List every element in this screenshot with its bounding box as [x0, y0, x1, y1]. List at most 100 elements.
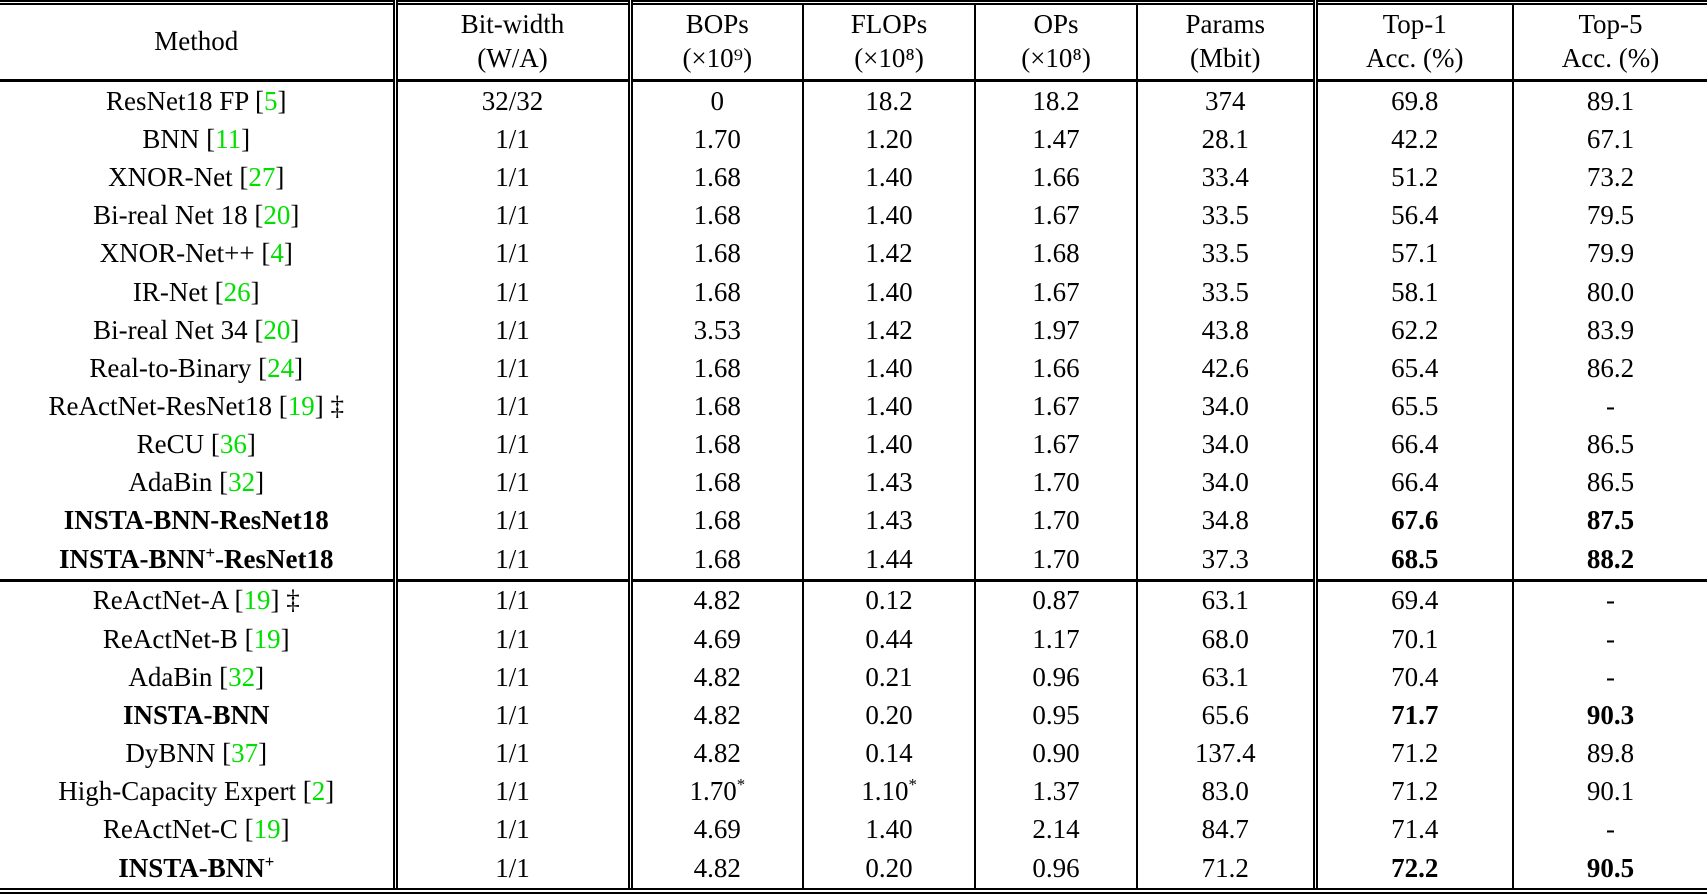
col-header-bitwidth: Bit-width (W/A) [395, 2, 633, 81]
method-cell: ReActNet-A [19] ‡ [0, 580, 398, 621]
method-name: AdaBin [128, 661, 213, 692]
citation-link[interactable]: 27 [248, 162, 276, 193]
ops-cell: 2.14 [975, 810, 1138, 849]
table-row: XNOR-Net [27] 1/1 1.68 1.40 1.66 33.4 51.2 73.2 [0, 158, 1707, 197]
header-line: Bit-width [460, 9, 565, 40]
method-name: Real-to-Binary [89, 352, 252, 383]
top1-cell: 65.5 [1315, 387, 1514, 426]
method-name: INSTA-BNN [122, 699, 270, 730]
top5-cell: - [1606, 391, 1615, 422]
method-cell: ResNet18 FP [5] [0, 80, 398, 121]
method-name: AdaBin [128, 467, 213, 498]
table-row: AdaBin [32] 1/1 4.82 0.21 0.96 63.1 70.4 - [0, 658, 1707, 697]
method-superscript: + [264, 851, 275, 871]
method-cell: Bi-real Net 18 [20] [0, 196, 398, 235]
method-name: ReActNet-C [102, 814, 238, 845]
citation-link[interactable]: 20 [263, 314, 291, 345]
params-cell: 137.4 [1137, 734, 1318, 773]
citation-link[interactable]: 19 [253, 623, 281, 654]
table-row: Bi-real Net 18 [20] 1/1 1.68 1.40 1.67 33.5 56… [0, 196, 1707, 235]
citation-link[interactable]: 37 [231, 738, 259, 769]
ops-cell: 1.66 [975, 349, 1138, 388]
method-name: INSTA-BNN [118, 852, 265, 883]
method-cell: INSTA-BNN [0, 696, 398, 735]
col-header-ops: OPs (×10⁸) [975, 2, 1138, 81]
table-row: DyBNN [37] 1/1 4.82 0.14 0.90 137.4 71.2 89.8 [0, 734, 1707, 773]
citation-link[interactable]: 32 [228, 661, 256, 692]
top5-cell: 87.5 [1586, 505, 1635, 536]
ops-cell: 1.70 [975, 540, 1138, 581]
method-cell: IR-Net [26] [0, 273, 398, 312]
citation-link[interactable]: 19 [287, 391, 315, 422]
citation-link[interactable]: 36 [219, 429, 247, 460]
top1-cell: 70.1 [1315, 620, 1514, 659]
top1-cell: 67.6 [1315, 501, 1514, 541]
method-cell: BNN [11] [0, 120, 398, 159]
ops-cell: 1.67 [975, 425, 1138, 464]
top5-cell: 90.5 [1586, 852, 1635, 883]
flops-cell: 18.2 [803, 80, 976, 121]
top5-cell: 80.0 [1586, 276, 1635, 307]
method-name: ReActNet-B [102, 623, 238, 654]
table-row: BNN [11] 1/1 1.70 1.20 1.47 28.1 42.2 67.1 [0, 120, 1707, 159]
method-name: Bi-real Net 34 [93, 314, 248, 345]
table-row: Bi-real Net 34 [20] 1/1 3.53 1.42 1.97 43.8 62… [0, 311, 1707, 350]
method-name: INSTA-BNN-ResNet18 [63, 505, 329, 536]
method-name: IR-Net [132, 276, 208, 307]
bops-cell: 4.82 [630, 696, 804, 735]
top5-cell: 86.5 [1586, 429, 1635, 460]
params-cell: 71.2 [1137, 848, 1318, 891]
table-row: INSTA-BNN+ 1/1 4.82 0.20 0.96 71.2 72.2 90.5 [0, 848, 1707, 891]
table-row: XNOR-Net++ [4] 1/1 1.68 1.42 1.68 33.5 57.1 79.… [0, 234, 1707, 274]
params-cell: 63.1 [1137, 580, 1318, 621]
table-row: Real-to-Binary [24] 1/1 1.68 1.40 1.66 42.6 65… [0, 349, 1707, 388]
citation-link[interactable]: 5 [264, 85, 278, 116]
bitwidth-cell: 1/1 [395, 540, 633, 581]
flops-cell: 1.10* [803, 772, 976, 811]
table-row: ReActNet-ResNet18 [19] ‡ 1/1 1.68 1.40 1.67 3… [0, 387, 1707, 426]
header-line: Method [154, 26, 239, 57]
citation-link[interactable]: 24 [267, 352, 295, 383]
bitwidth-cell: 1/1 [395, 734, 633, 773]
params-cell: 33.4 [1137, 158, 1318, 197]
bops-cell: 0 [630, 80, 804, 121]
ops-cell: 0.87 [975, 580, 1138, 621]
method-name: ReCU [136, 429, 205, 460]
bops-cell: 1.68 [630, 234, 804, 274]
ops-cell: 0.96 [975, 848, 1138, 891]
header-line: BOPs [685, 9, 749, 40]
asterisk-footnote-mark: * [736, 775, 746, 795]
top1-cell: 71.2 [1315, 734, 1514, 773]
ops-cell: 18.2 [975, 80, 1138, 121]
citation-link[interactable]: 32 [228, 467, 256, 498]
top5-cell: 67.1 [1586, 124, 1635, 155]
flops-cell: 1.40 [803, 810, 976, 849]
bitwidth-cell: 1/1 [395, 196, 633, 235]
citation-link[interactable]: 26 [223, 276, 251, 307]
ops-cell: 1.68 [975, 234, 1138, 274]
method-cell: Bi-real Net 34 [20] [0, 311, 398, 350]
col-header-method: Method [0, 2, 398, 81]
header-line: OPs [1033, 9, 1079, 40]
bitwidth-cell: 1/1 [395, 810, 633, 849]
method-cell: AdaBin [32] [0, 658, 398, 697]
bops-cell: 4.82 [630, 848, 804, 891]
citation-link[interactable]: 19 [253, 814, 281, 845]
top5-cell: 73.2 [1586, 162, 1635, 193]
top1-cell: 62.2 [1315, 311, 1514, 350]
table-row: INSTA-BNN 1/1 4.82 0.20 0.95 65.6 71.7 90.3 [0, 696, 1707, 735]
citation-link[interactable]: 11 [215, 124, 242, 155]
flops-cell: 0.14 [803, 734, 976, 773]
params-cell: 33.5 [1137, 273, 1318, 312]
method-superscript: + [205, 542, 216, 562]
params-cell: 68.0 [1137, 620, 1318, 659]
col-header-top5: Top-5 Acc. (%) [1513, 3, 1707, 81]
citation-link[interactable]: 2 [311, 776, 326, 807]
ops-cell: 0.96 [975, 658, 1138, 697]
table-row: AdaBin [32] 1/1 1.68 1.43 1.70 34.0 66.4 86.5 [0, 463, 1707, 502]
citation-link[interactable]: 4 [270, 238, 284, 269]
citation-link[interactable]: 20 [263, 200, 291, 231]
citation-link[interactable]: 19 [243, 585, 271, 616]
bitwidth-cell: 1/1 [395, 501, 633, 541]
params-cell: 42.6 [1137, 349, 1318, 388]
